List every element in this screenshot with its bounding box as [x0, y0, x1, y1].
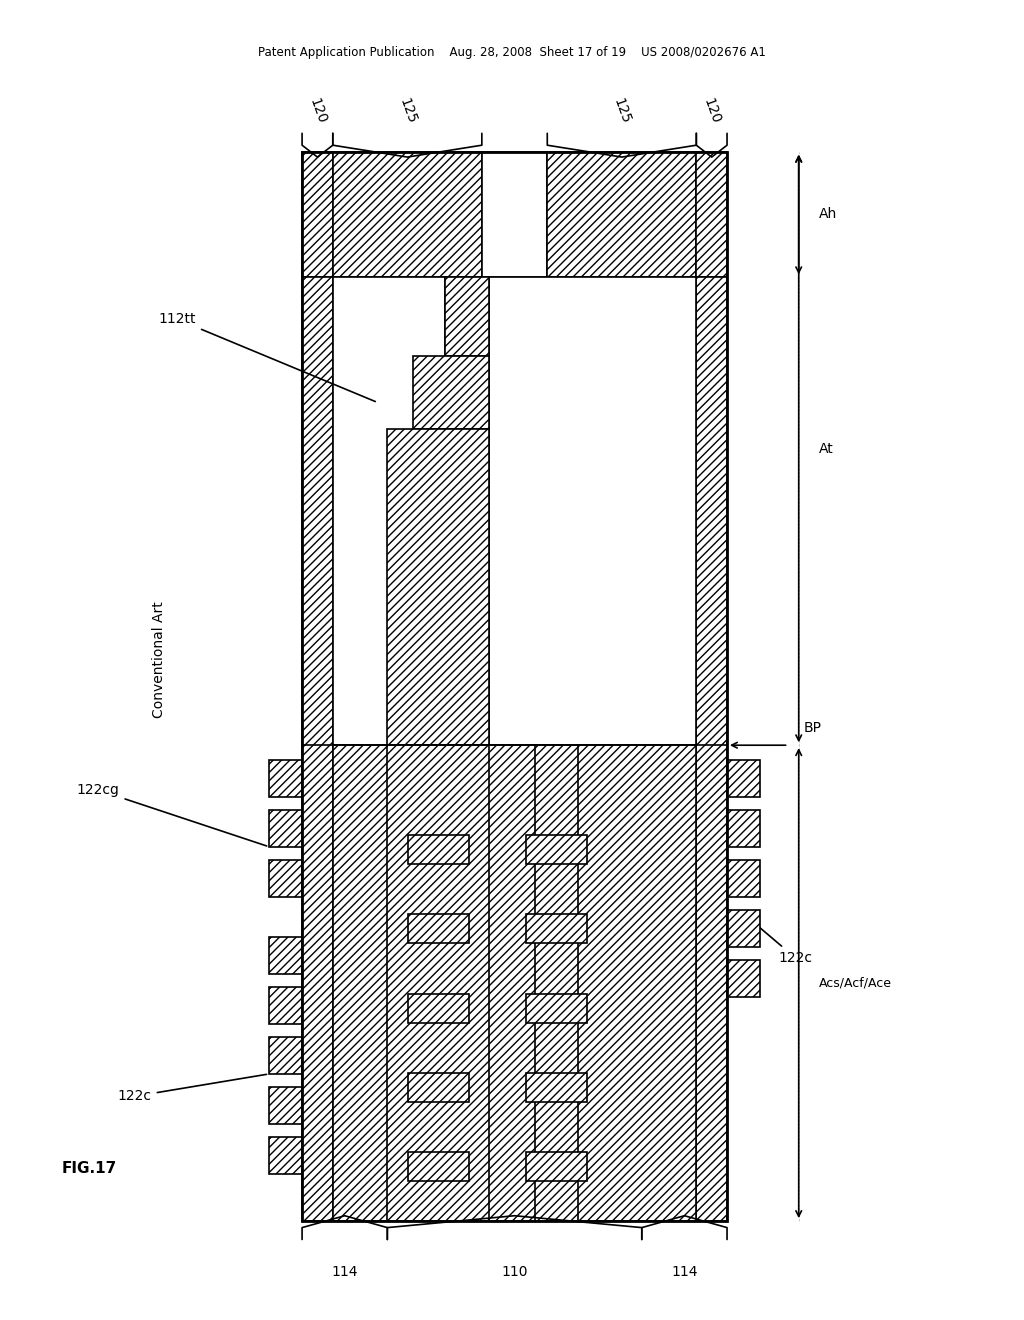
- Text: 122c: 122c: [756, 924, 812, 965]
- Bar: [526, 994, 587, 1023]
- Bar: [387, 429, 489, 746]
- Text: 114: 114: [671, 1265, 697, 1279]
- Bar: [526, 1152, 587, 1181]
- Bar: [408, 836, 469, 865]
- Bar: [413, 356, 489, 429]
- Bar: [302, 152, 727, 1221]
- Text: 125: 125: [610, 96, 633, 127]
- Text: 112tt: 112tt: [159, 313, 376, 401]
- Bar: [526, 836, 587, 865]
- Text: Acs/Acf/Ace: Acs/Acf/Ace: [819, 977, 892, 990]
- Bar: [482, 152, 547, 277]
- Text: BP: BP: [804, 721, 822, 735]
- Bar: [696, 152, 727, 277]
- Bar: [302, 152, 727, 1221]
- Bar: [727, 911, 760, 948]
- Bar: [269, 760, 302, 797]
- Bar: [269, 937, 302, 974]
- Text: 120: 120: [700, 96, 723, 127]
- Text: FIG.17: FIG.17: [61, 1160, 117, 1176]
- Bar: [727, 861, 760, 898]
- Text: 122cg: 122cg: [77, 783, 266, 846]
- Bar: [526, 1073, 587, 1102]
- Bar: [302, 152, 333, 277]
- Bar: [535, 746, 579, 1221]
- Bar: [727, 810, 760, 847]
- Bar: [333, 746, 696, 1221]
- Bar: [696, 277, 727, 1221]
- Bar: [269, 1138, 302, 1175]
- Bar: [333, 277, 445, 746]
- Text: Conventional Art: Conventional Art: [152, 602, 166, 718]
- Bar: [408, 1152, 469, 1181]
- Text: Ah: Ah: [819, 207, 838, 222]
- Bar: [269, 810, 302, 847]
- Text: At: At: [819, 441, 834, 455]
- Bar: [489, 277, 696, 746]
- Bar: [445, 277, 489, 356]
- Bar: [547, 152, 696, 277]
- Bar: [269, 1088, 302, 1125]
- Bar: [408, 915, 469, 944]
- Text: 120: 120: [306, 96, 329, 127]
- Bar: [269, 861, 302, 898]
- Bar: [333, 152, 482, 277]
- Bar: [408, 1073, 469, 1102]
- Bar: [408, 994, 469, 1023]
- Bar: [269, 987, 302, 1024]
- Bar: [302, 277, 333, 1221]
- Bar: [387, 746, 489, 1221]
- Text: 125: 125: [396, 96, 419, 127]
- Text: 122c: 122c: [118, 1074, 266, 1104]
- Text: 114: 114: [332, 1265, 358, 1279]
- Bar: [727, 760, 760, 797]
- Bar: [269, 1038, 302, 1074]
- Text: Patent Application Publication    Aug. 28, 2008  Sheet 17 of 19    US 2008/02026: Patent Application Publication Aug. 28, …: [258, 46, 766, 59]
- Text: 110: 110: [502, 1265, 527, 1279]
- Bar: [526, 915, 587, 944]
- Bar: [727, 961, 760, 998]
